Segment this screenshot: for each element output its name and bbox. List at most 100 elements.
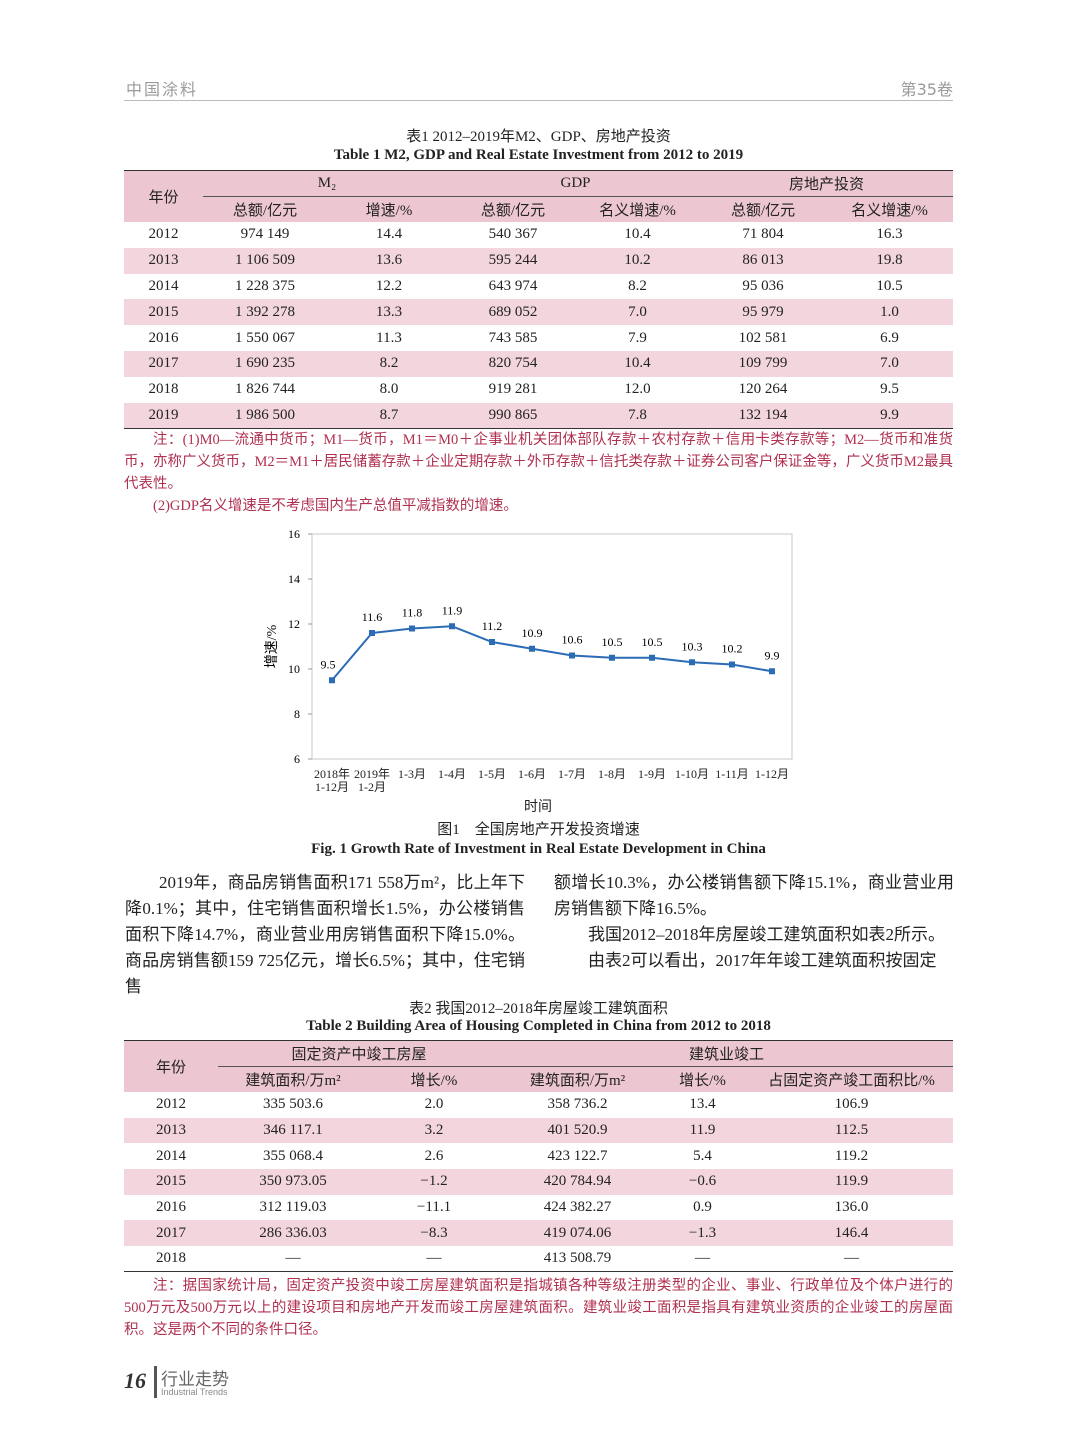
table-cell: −0.6 — [655, 1168, 751, 1195]
table-cell: 95 036 — [742, 278, 784, 295]
marker — [689, 659, 695, 666]
marker — [489, 639, 495, 645]
table-cell: — — [844, 1250, 860, 1267]
table-cell: 689 052 — [451, 299, 576, 326]
x-tick-label: 1-3月 — [398, 767, 426, 781]
table-row: 2017 286 336.03 −8.3 419 074.06 −1.3 146.4 — [124, 1220, 954, 1246]
header-cell: 总额/亿元 — [451, 196, 576, 223]
header-rule — [124, 100, 953, 101]
table-cell: 2017 — [124, 351, 203, 377]
table: 年份 M₂ GDP 房地产投资 总额/亿元 增速/% 总额/亿元 名义增速/% 总额/亿元 名义增… — [124, 170, 954, 429]
table-cell: 420 784.94 — [500, 1168, 656, 1195]
x-tick-label: 1-9月 — [638, 767, 666, 781]
data-label: 10.5 — [642, 635, 663, 649]
table-cell: 146.4 — [750, 1220, 954, 1246]
table-cell: 350 973.05 — [218, 1168, 368, 1195]
table-title: 表1 2012–2019年M2、GDP、房地产投资 — [406, 129, 671, 145]
table-cell: 102 581 — [738, 329, 788, 346]
table-cell: 358 736.2 — [547, 1096, 608, 1113]
table-cell: 7.9 — [628, 329, 647, 346]
data-label: 11.6 — [362, 610, 383, 624]
table-cell: 595 244 — [451, 247, 576, 274]
header-cell: 固定资产中竣工房屋 — [218, 1040, 501, 1067]
x-axis-label: 时间 — [524, 800, 552, 815]
table-cell: 13.3 — [327, 299, 452, 326]
table-cell: 7.8 — [575, 402, 701, 429]
data-label: 10.2 — [722, 642, 743, 656]
data-label: 9.5 — [321, 657, 336, 671]
table-cell: 10.5 — [876, 278, 903, 295]
table-row: 2018 — — 413 508.79 — — — [124, 1246, 953, 1272]
table-cell: 0.9 — [693, 1198, 712, 1215]
table-cell: 2.6 — [424, 1147, 444, 1164]
x-tick-label: 1-4月 — [438, 767, 466, 781]
y-tick-label: 14 — [288, 572, 300, 586]
table-cell: 2012 — [156, 1096, 186, 1113]
data-label: 11.9 — [442, 603, 463, 617]
table-cell: 7.0 — [826, 351, 954, 377]
header-cell: 建筑业竣工 — [500, 1040, 954, 1067]
table-row: 2018 1 826 744 8.0 919 281 12.0 120 264 9.5 — [124, 377, 953, 403]
table-row: 2016 312 119.03 −11.1 424 382.27 0.9 136.0 — [124, 1195, 953, 1221]
table-cell: 2016 — [148, 329, 179, 346]
table-cell: 2016 — [156, 1198, 186, 1215]
table-cell: 3.2 — [368, 1117, 501, 1144]
y-tick-label: 16 — [288, 527, 300, 541]
table-cell: 346 117.1 — [218, 1117, 368, 1144]
table-cell: 424 382.27 — [543, 1198, 612, 1215]
note: (2)GDP名义增速是不考虑国内生产总值平减指数的增速。 — [153, 498, 518, 514]
table-cell: −1.2 — [368, 1168, 501, 1195]
table-notes: 注：据国家统计局，固定资产投资中竣工房屋建筑面积是指城镇各种等级注册类型的企业、… — [124, 1275, 953, 1341]
table-cell: 12.0 — [624, 381, 651, 398]
header-cell: 年份 — [124, 1040, 218, 1092]
table-cell: 109 799 — [700, 351, 827, 377]
table-cell: 540 367 — [488, 226, 538, 243]
table-cell: 8.2 — [628, 278, 647, 295]
table-cell: 2.0 — [424, 1096, 444, 1113]
header-cell: 房地产投资 — [700, 170, 954, 197]
marker — [449, 623, 455, 630]
table-cell: 820 754 — [451, 351, 576, 377]
table-cell: 2018 — [156, 1250, 186, 1267]
table-row: 2017 1 690 235 8.2 820 754 10.4 109 799 7.0 — [124, 351, 954, 377]
y-tick-label: 8 — [294, 707, 300, 721]
table-cell: 1.0 — [826, 299, 954, 326]
table-cell: 8.7 — [327, 402, 452, 429]
table-cell: 286 336.03 — [218, 1220, 368, 1246]
table-row: 2015 350 973.05 −1.2 420 784.94 −0.6 119.9 — [124, 1168, 954, 1195]
table-cell: 1 392 278 — [203, 299, 327, 326]
data-label: 10.6 — [562, 633, 583, 647]
header-cell: M₂ — [203, 170, 452, 197]
table-cell: 1 690 235 — [203, 351, 327, 377]
y-tick-label: 12 — [288, 617, 300, 631]
volume: 第35卷 — [900, 80, 953, 99]
table-cell: 106.9 — [834, 1096, 869, 1113]
table-cell: 12.2 — [375, 278, 403, 295]
paragraph: 2019年，商品房销售面积171 558万m²，比上年下降0.1%；其中，住宅销… — [125, 873, 525, 996]
table-cell: 743 585 — [488, 329, 538, 346]
x-tick-label: 1-12月 — [755, 767, 789, 781]
table-title-en: Table 2 Building Area of Housing Complet… — [306, 1018, 771, 1034]
table-cell: 1 826 744 — [235, 381, 295, 398]
table-cell: 11.3 — [376, 329, 402, 346]
figure-caption-en: Fig. 1 Growth Rate of Investment in Real… — [311, 841, 766, 857]
x-tick-label: 1-8月 — [598, 767, 626, 781]
table-title-en: Table 1 M2, GDP and Real Estate Investme… — [333, 147, 744, 163]
x-tick-label: 1-7月 — [558, 767, 586, 781]
marker — [769, 668, 775, 675]
table-cell: 10.2 — [575, 247, 701, 274]
section-name-en: Industrial Trends — [161, 1387, 228, 1397]
table-cell: 312 119.03 — [259, 1198, 327, 1215]
table-row: 2013 346 117.1 3.2 401 520.9 11.9 112.5 — [124, 1117, 954, 1144]
table-cell: 919 281 — [488, 381, 538, 398]
table-cell: 19.8 — [826, 247, 954, 274]
table-cell: 13.6 — [327, 247, 452, 274]
table-cell: 9.5 — [880, 381, 899, 398]
table-cell: 16.3 — [876, 226, 903, 243]
table-cell: 413 508.79 — [543, 1250, 612, 1267]
marker — [649, 654, 655, 661]
table-cell: 119.2 — [834, 1147, 869, 1164]
table-row: 2013 1 106 509 13.6 595 244 10.2 86 013 19.8 — [124, 247, 954, 274]
table-cell: 2014 — [148, 278, 179, 295]
